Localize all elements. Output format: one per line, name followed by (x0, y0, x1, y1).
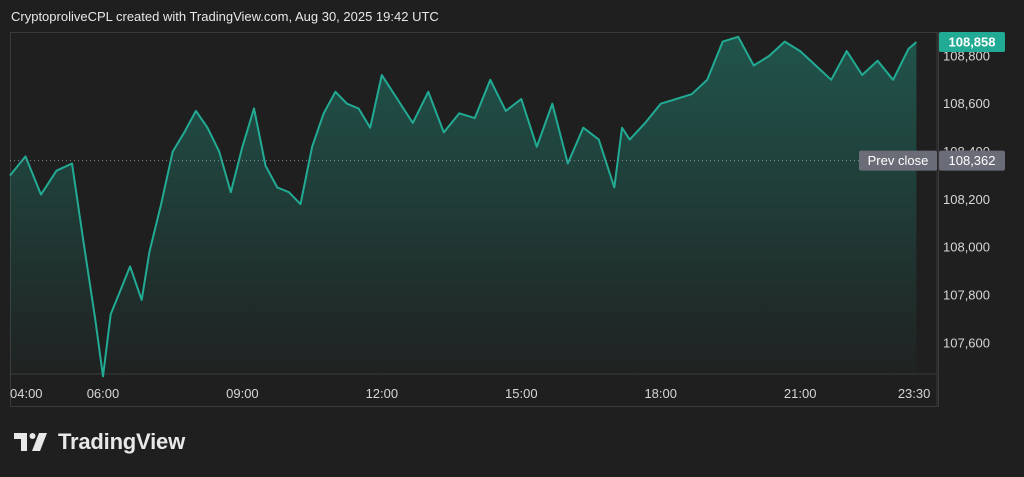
price-tick-label: 108,800 (943, 48, 990, 63)
price-area-fill (10, 36, 917, 377)
price-tick-label: 108,200 (943, 192, 990, 207)
price-tick-label: 108,600 (943, 96, 990, 111)
time-tick-label: 06:00 (87, 386, 120, 401)
time-tick-label: 23:30 (898, 386, 931, 401)
time-tick-label: 18:00 (644, 386, 677, 401)
time-tick-label: 15:00 (505, 386, 538, 401)
price-tick-label: 107,800 (943, 288, 990, 303)
tradingview-brand[interactable]: TradingView (14, 428, 185, 456)
last-price-label: 108,858 (949, 35, 996, 50)
prev-close-title: Prev close (868, 153, 929, 168)
price-tick-label: 108,000 (943, 240, 990, 255)
last-price-badge (939, 32, 1005, 53)
prev-close-value: 108,362 (949, 153, 996, 168)
prev-close-title-badge (859, 150, 937, 171)
tradingview-logo-icon (14, 433, 47, 451)
price-chart[interactable]: 107,600107,800108,000108,200108,400108,6… (9, 32, 1005, 407)
time-tick-label: 21:00 (784, 386, 817, 401)
brand-wordmark: TradingView (58, 429, 185, 454)
price-line[interactable] (9, 35, 918, 378)
time-tick-label: 04:00 (10, 386, 43, 401)
time-tick-label: 12:00 (366, 386, 399, 401)
prev-close-value-badge (939, 150, 1005, 171)
chart-area[interactable]: 107,600107,800108,000108,200108,400108,6… (9, 32, 1005, 407)
time-tick-label: 09:00 (226, 386, 259, 401)
chart-attribution: CryptoproliveCPL created with TradingVie… (11, 9, 439, 24)
price-tick-label: 107,600 (943, 335, 990, 350)
